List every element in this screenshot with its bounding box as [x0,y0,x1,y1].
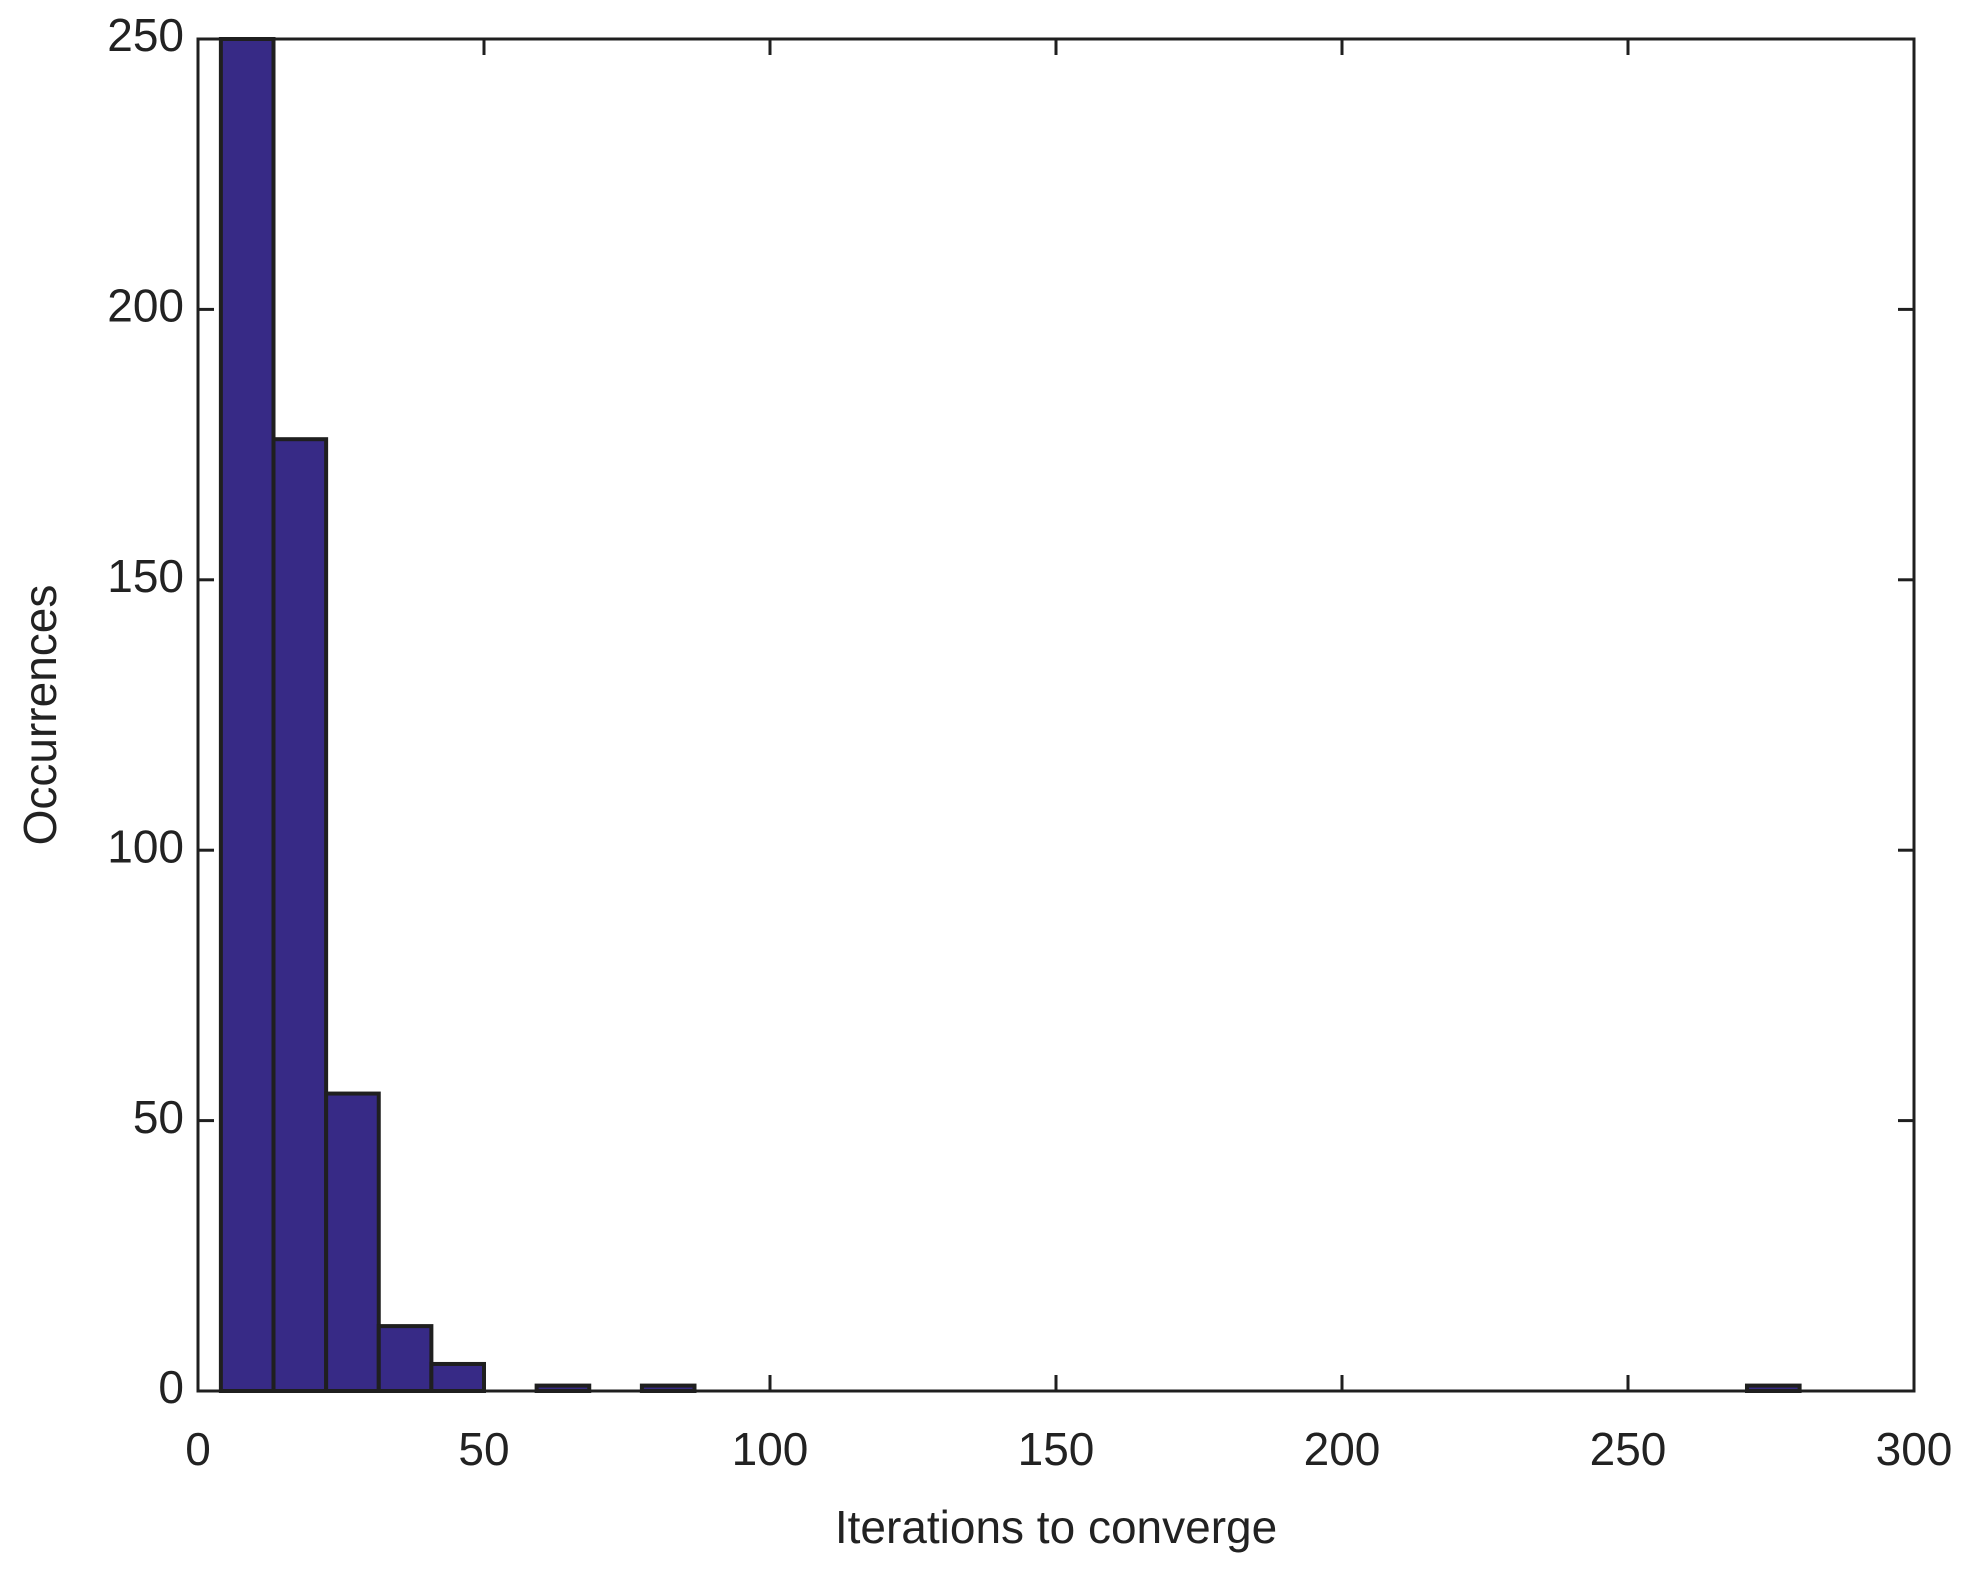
y-tick-label: 200 [107,280,184,332]
y-tick-label: 250 [107,9,184,61]
x-tick-label: 150 [1018,1423,1095,1475]
y-tick-label: 150 [107,550,184,602]
bar [324,1091,381,1394]
bar [271,437,329,1393]
x-tick-label: 50 [458,1423,509,1475]
x-tick-label: 250 [1590,1423,1667,1475]
x-tick-label: 100 [732,1423,809,1475]
bar [376,1324,434,1393]
x-tick-label: 0 [185,1423,211,1475]
bar [218,37,276,1393]
plot-frame [196,37,1916,1393]
y-axis-label: Occurrences [14,585,66,846]
x-tick-label: 200 [1304,1423,1381,1475]
x-tick-label: 300 [1876,1423,1953,1475]
x-axis-label: Iterations to converge [835,1501,1277,1553]
y-tick-label: 100 [107,820,184,872]
y-tick-label: 0 [158,1361,184,1413]
y-tick-label: 50 [133,1091,184,1143]
bar [429,1361,487,1393]
